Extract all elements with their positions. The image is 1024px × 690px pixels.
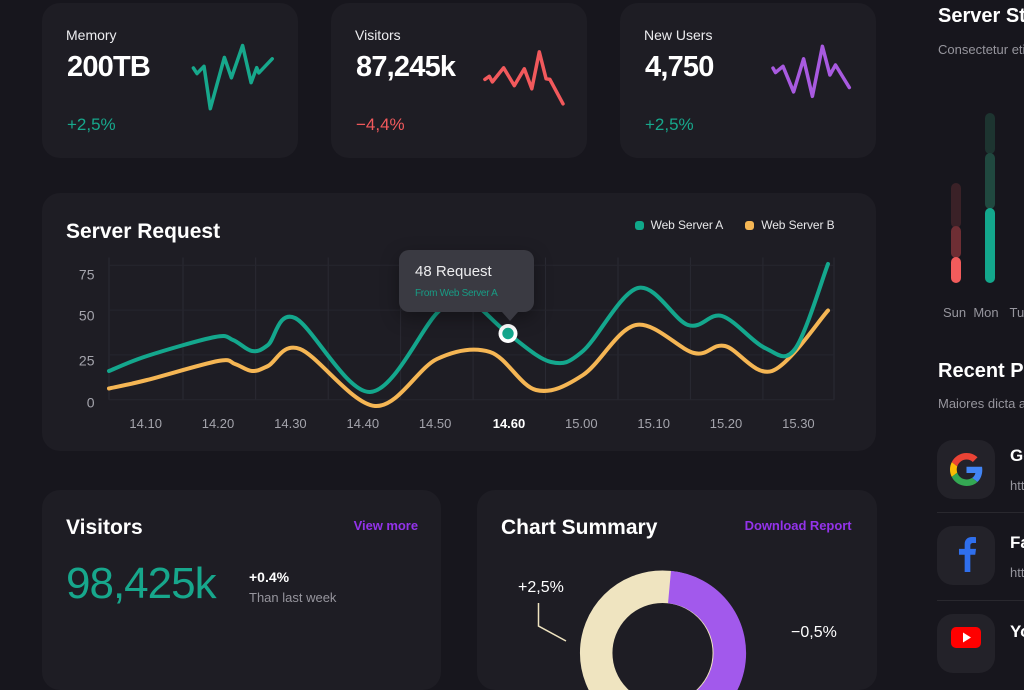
svg-text:50: 50 [79,308,95,324]
svg-text:14.50: 14.50 [419,416,452,431]
svg-text:−0,5%: −0,5% [791,624,837,641]
svg-text:14.10: 14.10 [129,416,162,431]
svg-text:15.20: 15.20 [710,416,743,431]
svg-text:14.30: 14.30 [274,416,307,431]
svg-text:15.10: 15.10 [637,416,670,431]
svg-text:14.60: 14.60 [493,416,526,431]
svg-text:15.00: 15.00 [565,416,598,431]
svg-text:25: 25 [79,353,95,369]
svg-text:15.30: 15.30 [782,416,815,431]
svg-text:0: 0 [87,395,95,411]
svg-text:14.20: 14.20 [202,416,235,431]
svg-text:14.40: 14.40 [347,416,380,431]
svg-text:75: 75 [79,267,95,283]
svg-text:+2,5%: +2,5% [518,579,564,596]
